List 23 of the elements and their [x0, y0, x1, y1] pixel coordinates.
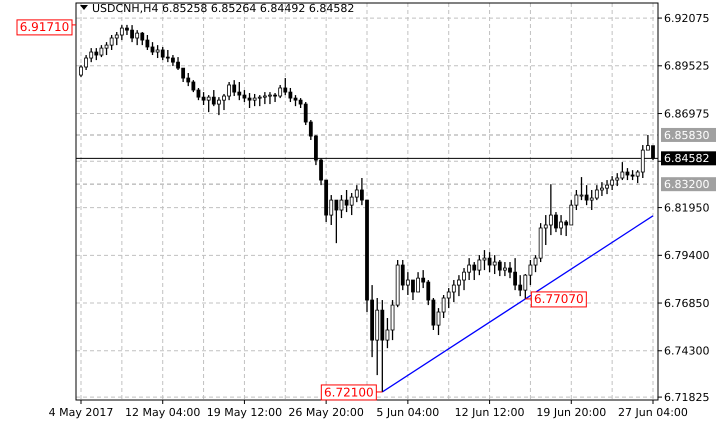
y-tick-label: 6.79400: [664, 249, 710, 262]
y-tick-label: 6.71825: [664, 390, 710, 404]
y-tick-label: 6.74300: [664, 344, 710, 358]
y-tick-label: 6.76850: [664, 296, 710, 310]
x-tick-label: 19 May 12:00: [206, 406, 282, 419]
text: 6.91710: [20, 20, 70, 34]
y-tick-label: 6.86975: [664, 107, 710, 120]
y-tick-label: 6.89525: [664, 60, 710, 73]
y-tick-label: 6.81950: [664, 201, 710, 214]
ref-line-label: 6.84582: [664, 152, 710, 166]
x-tick-label: 4 May 2017: [48, 406, 114, 419]
annotation: 6.77070: [534, 292, 584, 306]
x-tick-label: 26 May 20:00: [288, 406, 364, 419]
chart-title: USDCNH,H4 6.85258 6.85264 6.84492 6.84582: [92, 2, 354, 15]
x-tick-label: 27 Jun 04:00: [618, 406, 688, 419]
x-tick-label: 12 Jun 12:00: [454, 406, 525, 419]
annotation: 6.72100: [324, 385, 374, 400]
ref-line-label: 6.85830: [664, 128, 710, 142]
x-tick-label: 12 May 04:00: [124, 406, 200, 419]
x-tick-label: 5 Jun 04:00: [376, 406, 440, 419]
ref-line-label: 6.83200: [664, 178, 710, 192]
x-tick-label: 19 Jun 20:00: [536, 406, 606, 419]
y-tick-label: 6.92075: [664, 12, 710, 25]
